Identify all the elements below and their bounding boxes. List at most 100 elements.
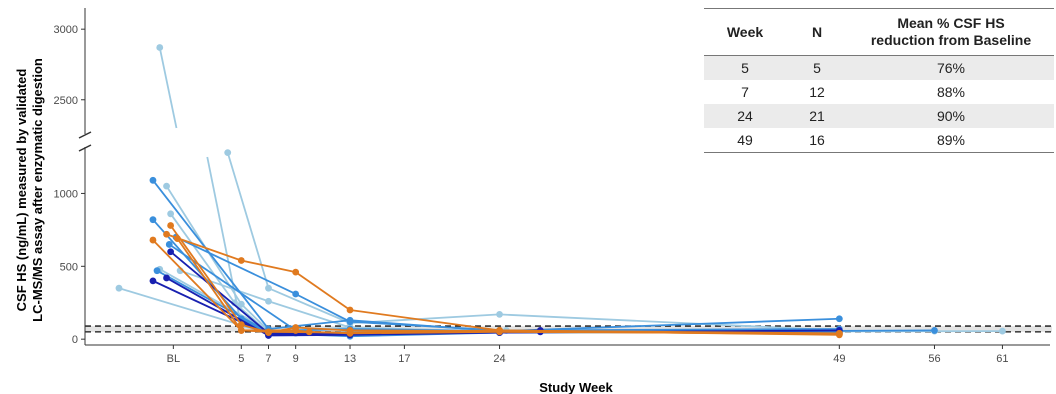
data-point — [149, 277, 157, 285]
data-point — [163, 274, 170, 282]
cell-week: 7 — [741, 84, 749, 100]
series-segment — [152, 280, 269, 336]
summary-table: Week N Mean % CSF HS reduction from Base… — [704, 8, 1054, 153]
series-orange — [167, 222, 843, 338]
data-point — [835, 315, 843, 323]
series-segment — [206, 156, 243, 327]
data-point — [149, 236, 157, 244]
y-tick-label: 0 — [72, 334, 78, 346]
series-segment — [175, 236, 297, 295]
data-point — [292, 268, 300, 276]
x-axis-title: Study Week — [539, 380, 613, 394]
y-tick-label: 1000 — [54, 188, 78, 200]
x-tick-label: 5 — [238, 353, 244, 365]
x-tick-label: 24 — [493, 353, 505, 365]
data-point — [156, 44, 164, 51]
data-point — [115, 284, 123, 292]
data-point — [346, 329, 354, 337]
header-mean-reduction-line2: reduction from Baseline — [870, 32, 1032, 48]
data-point — [265, 284, 272, 292]
series-medium — [149, 176, 843, 335]
table-row: 49 16 89% — [704, 128, 1054, 153]
series-segment — [152, 239, 242, 332]
series-orange — [174, 235, 843, 337]
header-n: N — [786, 8, 848, 56]
data-point — [149, 216, 157, 224]
cell-week: 5 — [704, 55, 786, 80]
data-point — [163, 182, 170, 190]
cell-n: 16 — [786, 128, 848, 153]
cell-reduction: 89% — [848, 128, 1054, 153]
series-dark — [167, 248, 544, 338]
data-point — [167, 210, 175, 218]
data-point — [237, 300, 245, 308]
data-point — [174, 235, 181, 243]
series-segment — [499, 330, 840, 335]
series-segment — [309, 330, 351, 335]
cell-week: 49 — [704, 128, 786, 153]
series-segment — [295, 271, 351, 311]
data-point — [165, 241, 173, 248]
series-segment — [152, 179, 270, 330]
axis-break-mark-bottom — [78, 144, 92, 152]
series-segment — [226, 152, 270, 289]
data-point — [931, 327, 938, 334]
data-point — [999, 327, 1006, 335]
table-row: 7 12 88% — [704, 80, 1054, 104]
y-tick-label: 500 — [60, 261, 78, 273]
header-mean-reduction-line1: Mean % CSF HS — [897, 15, 1005, 31]
data-point — [167, 222, 175, 229]
series-segment — [169, 213, 236, 304]
series-segment — [159, 268, 269, 332]
series-segment — [349, 320, 500, 332]
series-segment — [499, 317, 840, 333]
y-axis-title-line1: CSF HS (ng/mL) measured by validated — [14, 69, 29, 312]
summary-table-header: Week N Mean % CSF HS reduction from Base… — [704, 8, 1054, 56]
x-tick-label: 7 — [265, 353, 271, 365]
data-point — [153, 267, 161, 275]
cell-reduction: 90% — [848, 104, 1054, 128]
data-point — [305, 328, 313, 336]
series-medium — [172, 233, 843, 334]
x-tick-label: 56 — [928, 353, 940, 365]
series-segment — [350, 330, 500, 335]
series-segment — [158, 47, 178, 129]
cell-n: 5 — [786, 55, 848, 80]
series-segment — [176, 238, 243, 331]
data-point — [496, 328, 503, 336]
cell-week: 24 — [704, 104, 786, 128]
x-tick-label: 9 — [293, 353, 299, 365]
cell-reduction: 76% — [848, 55, 1054, 80]
y-tick-label: 2500 — [54, 95, 78, 107]
series-segment — [268, 300, 351, 329]
data-point — [292, 290, 300, 298]
series-light — [167, 210, 843, 337]
data-point — [237, 321, 245, 328]
series-light — [224, 149, 843, 334]
table-row: 5 5 76% — [704, 55, 1054, 80]
series-segment — [295, 326, 351, 332]
series-segment — [349, 309, 500, 332]
y-tick-label: 3000 — [54, 24, 78, 36]
series-segment — [168, 243, 297, 332]
series-medium — [149, 216, 938, 340]
data-point — [167, 248, 175, 256]
series-segment — [179, 269, 269, 303]
series-segment — [240, 303, 270, 332]
data-point — [292, 327, 300, 334]
x-tick-label: 17 — [398, 353, 410, 365]
data-point — [265, 297, 272, 305]
series-segment — [268, 287, 351, 324]
x-tick-label: 61 — [996, 353, 1008, 365]
data-point — [149, 176, 157, 184]
header-week: Week — [704, 8, 786, 56]
axes-layer — [78, 8, 1050, 349]
series-segment — [169, 224, 243, 326]
data-point — [346, 318, 354, 326]
data-point — [163, 230, 170, 238]
series-layer — [115, 44, 1006, 340]
data-point — [237, 257, 245, 264]
data-point — [835, 329, 843, 337]
